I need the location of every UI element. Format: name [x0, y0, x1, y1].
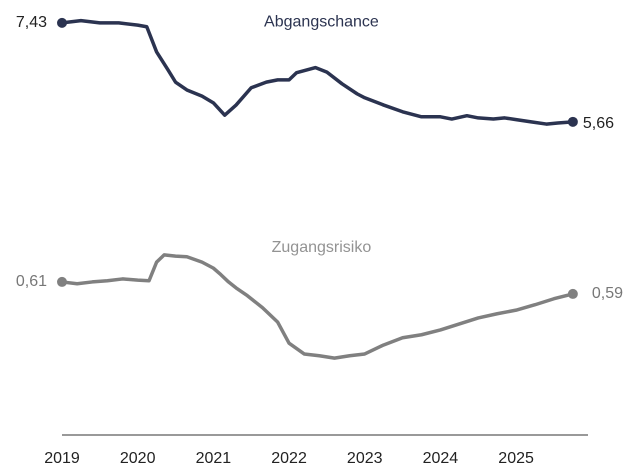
x-tick-label: 2023 — [347, 450, 383, 466]
x-tick-label: 2025 — [498, 450, 534, 466]
value-label: 0,59 — [592, 285, 623, 302]
x-tick-label: 2022 — [271, 450, 307, 466]
value-label: 7,43 — [16, 14, 47, 31]
x-tick-label: 2021 — [196, 450, 232, 466]
line — [61, 18, 573, 126]
x-tick-label: 2019 — [44, 450, 80, 466]
series-label: Zugangsrisiko — [272, 239, 372, 256]
x-tick-label: 2024 — [423, 450, 459, 466]
value-label: 0,61 — [16, 273, 47, 290]
end-point — [57, 17, 67, 28]
end-point — [567, 116, 578, 127]
end-point — [57, 276, 67, 287]
end-point — [567, 288, 578, 299]
line — [61, 253, 574, 360]
x-tick-label: 2020 — [120, 450, 156, 466]
value-label: 5,66 — [583, 115, 614, 132]
series-label: Abgangschance — [264, 14, 379, 31]
